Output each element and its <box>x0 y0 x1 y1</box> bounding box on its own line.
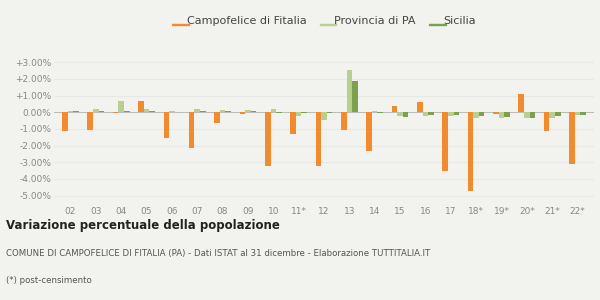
Bar <box>341 112 347 130</box>
Bar <box>68 111 73 112</box>
Bar <box>428 112 434 115</box>
Bar <box>88 112 93 130</box>
Bar <box>403 112 409 117</box>
Bar <box>569 112 575 164</box>
Bar <box>321 112 327 120</box>
Bar <box>504 112 510 117</box>
Bar <box>555 112 560 116</box>
Bar <box>113 112 118 113</box>
Bar <box>397 112 403 116</box>
Bar <box>214 112 220 123</box>
Bar <box>493 112 499 114</box>
Bar <box>301 112 307 113</box>
Bar <box>518 94 524 112</box>
Bar <box>377 112 383 113</box>
Bar <box>296 112 301 116</box>
Text: (*) post-censimento: (*) post-censimento <box>6 276 92 285</box>
Bar <box>417 102 422 112</box>
Bar <box>454 112 459 115</box>
Bar <box>367 112 372 151</box>
Bar <box>448 112 454 116</box>
Bar <box>499 112 504 118</box>
Bar <box>347 70 352 112</box>
Bar <box>245 110 251 112</box>
Bar <box>265 112 271 166</box>
Bar <box>422 112 428 116</box>
Bar <box>220 110 226 112</box>
Bar <box>271 109 276 112</box>
Bar <box>580 112 586 115</box>
Bar <box>290 112 296 134</box>
Bar <box>164 112 169 138</box>
Bar <box>575 112 580 115</box>
Bar <box>138 101 144 112</box>
Bar <box>479 112 484 116</box>
Bar <box>93 109 98 112</box>
Bar <box>352 81 358 112</box>
Bar <box>392 106 397 112</box>
Text: Variazione percentuale della popolazione: Variazione percentuale della popolazione <box>6 219 280 232</box>
Bar <box>530 112 535 118</box>
Bar <box>442 112 448 171</box>
Bar <box>144 109 149 112</box>
Bar <box>544 112 550 131</box>
Bar <box>62 112 68 131</box>
Bar <box>550 112 555 118</box>
Bar <box>226 111 231 112</box>
Bar <box>194 109 200 112</box>
Legend: Campofelice di Fitalia, Provincia di PA, Sicilia: Campofelice di Fitalia, Provincia di PA,… <box>167 11 481 30</box>
Bar <box>189 112 194 148</box>
Bar <box>473 112 479 118</box>
Bar <box>276 112 281 113</box>
Bar <box>239 112 245 114</box>
Bar <box>327 112 332 113</box>
Bar <box>524 112 530 118</box>
Bar <box>118 101 124 112</box>
Text: COMUNE DI CAMPOFELICE DI FITALIA (PA) - Dati ISTAT al 31 dicembre - Elaborazione: COMUNE DI CAMPOFELICE DI FITALIA (PA) - … <box>6 249 430 258</box>
Bar <box>468 112 473 191</box>
Bar <box>316 112 321 166</box>
